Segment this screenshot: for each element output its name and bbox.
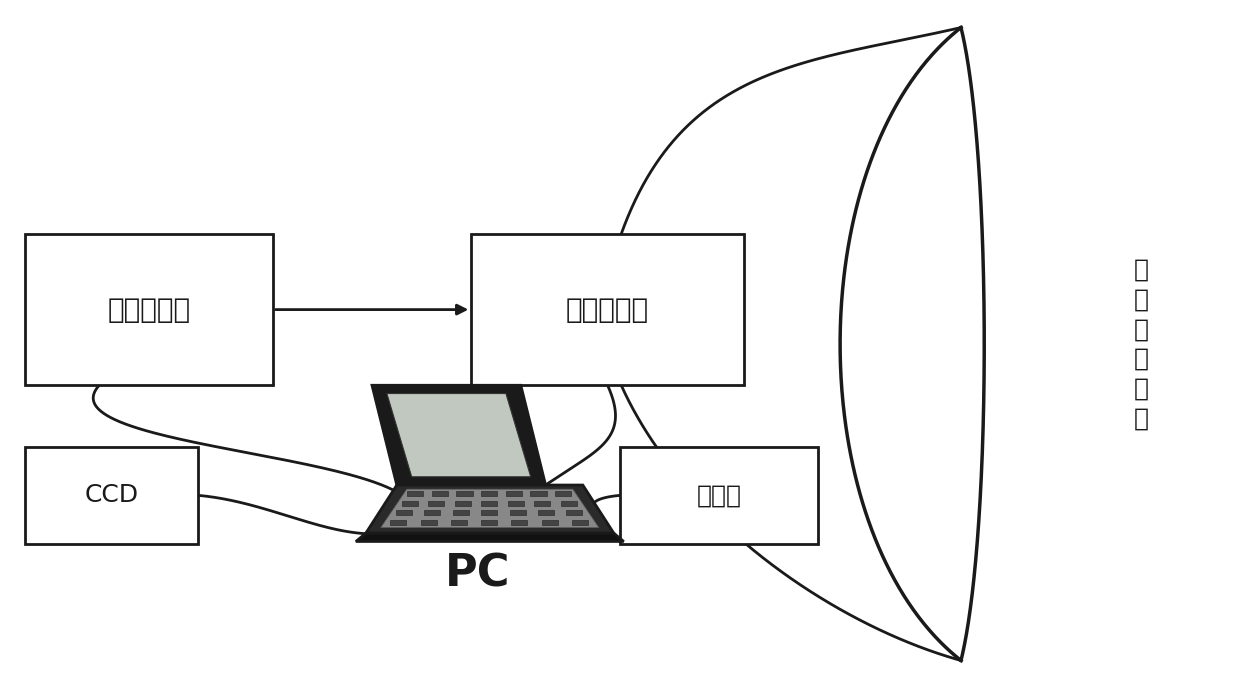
Bar (432, 491, 448, 496)
Bar (560, 501, 577, 506)
Bar (402, 501, 418, 506)
Bar (396, 510, 412, 515)
Bar (567, 510, 583, 515)
Bar (507, 501, 523, 506)
Polygon shape (387, 394, 531, 477)
Bar (424, 510, 440, 515)
Bar (506, 491, 522, 496)
Polygon shape (366, 485, 614, 533)
Bar (25, 447, 198, 544)
Bar (542, 520, 558, 525)
Bar (481, 520, 497, 525)
Bar (481, 491, 497, 496)
Bar (420, 520, 436, 525)
Polygon shape (381, 489, 599, 528)
Bar (510, 510, 526, 515)
Bar (391, 520, 407, 525)
Bar (25, 234, 273, 385)
Text: PC: PC (445, 553, 510, 596)
Text: 电
控
变
焦
透
镜: 电 控 变 焦 透 镜 (1133, 258, 1148, 430)
Polygon shape (372, 385, 546, 485)
Bar (456, 491, 472, 496)
Text: CCD: CCD (84, 484, 139, 507)
Bar (620, 447, 818, 544)
Bar (471, 234, 744, 385)
Text: 示波器: 示波器 (697, 484, 742, 507)
Bar (453, 510, 469, 515)
Text: 高压放大器: 高压放大器 (565, 296, 650, 323)
Bar (531, 491, 547, 496)
Bar (538, 510, 554, 515)
Bar (556, 491, 572, 496)
Bar (455, 501, 471, 506)
Text: 函数发生器: 函数发生器 (107, 296, 191, 323)
Bar (481, 501, 497, 506)
Bar (428, 501, 444, 506)
Bar (572, 520, 588, 525)
Bar (407, 491, 423, 496)
Bar (534, 501, 551, 506)
Bar (511, 520, 527, 525)
Bar (481, 510, 497, 515)
Polygon shape (356, 533, 624, 541)
Bar (451, 520, 467, 525)
